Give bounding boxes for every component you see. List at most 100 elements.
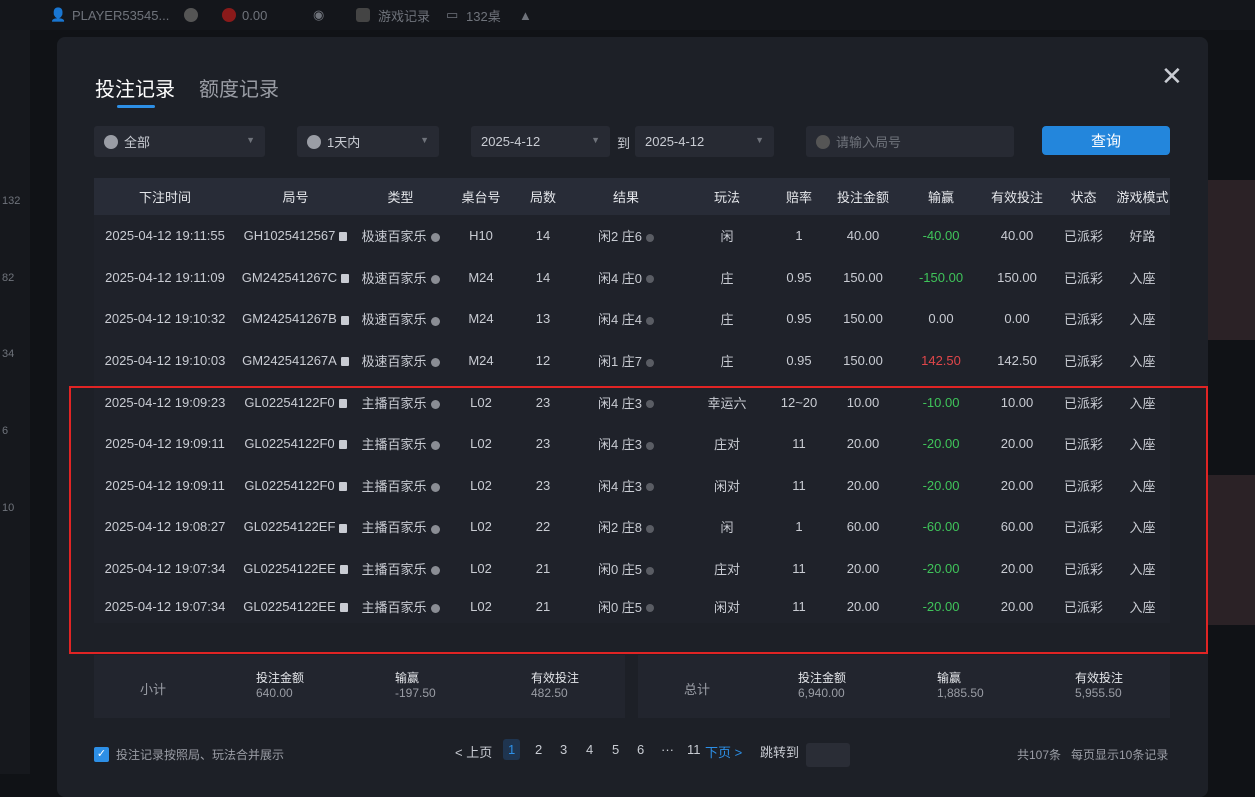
info-icon[interactable] xyxy=(430,274,440,284)
next-page-button[interactable]: 下页 > xyxy=(705,745,743,760)
cell-value: -20.00 xyxy=(922,598,960,614)
result-detail-icon[interactable] xyxy=(646,525,655,534)
table-count[interactable]: 132桌 xyxy=(466,8,501,24)
page-button[interactable]: 6 xyxy=(637,742,645,757)
cell: M24 xyxy=(446,298,516,340)
result-detail-icon[interactable] xyxy=(646,317,655,326)
cell: 闲对 xyxy=(682,589,772,624)
info-icon[interactable] xyxy=(430,316,440,326)
cell-value: 150.00 xyxy=(843,353,883,369)
cell: L02 xyxy=(446,464,516,507)
copy-icon[interactable] xyxy=(339,565,348,575)
copy-icon[interactable] xyxy=(339,602,348,612)
dealer-thumbnail xyxy=(1208,180,1255,340)
cell: 入座 xyxy=(1115,506,1170,548)
game-records-link[interactable]: 游戏记录 xyxy=(378,8,431,24)
cell-value: 入座 xyxy=(1129,562,1156,578)
result-detail-icon[interactable] xyxy=(646,483,655,492)
page-button[interactable]: 1 xyxy=(503,739,521,760)
cell-value: -10.00 xyxy=(922,394,960,410)
result-detail-icon[interactable] xyxy=(646,358,655,367)
cell-value: GL02254122EE xyxy=(243,561,336,577)
cell-value: 极速百家乐 xyxy=(361,354,427,370)
cell: 已派彩 xyxy=(1052,215,1115,257)
period-select[interactable]: 1天内 ▼ xyxy=(297,126,439,157)
page-button[interactable]: 2 xyxy=(535,742,543,757)
cell: 已派彩 xyxy=(1052,339,1115,382)
cell-value: 入座 xyxy=(1129,599,1156,615)
info-icon[interactable] xyxy=(430,603,440,613)
cell: 20.00 xyxy=(826,547,900,590)
column-header: 类型 xyxy=(355,178,446,215)
close-icon[interactable]: ✕ xyxy=(1161,61,1183,91)
cell-value: 2025-04-12 19:10:03 xyxy=(104,353,226,369)
info-icon[interactable] xyxy=(430,399,440,409)
info-icon[interactable] xyxy=(430,566,440,576)
cell: 12~20 xyxy=(772,381,826,423)
date-from-select[interactable]: 2025-4-12 ▼ xyxy=(471,126,610,157)
dealer-thumbnail xyxy=(1208,475,1255,625)
cell: 150.00 xyxy=(826,256,900,299)
cell: 入座 xyxy=(1115,298,1170,340)
cell: 闲1 庄7 xyxy=(570,339,682,382)
info-icon[interactable] xyxy=(430,441,440,451)
round-number-input[interactable]: 请输入局号 xyxy=(806,126,1014,157)
info-icon[interactable] xyxy=(430,358,440,368)
copy-icon[interactable] xyxy=(338,440,347,450)
cell: 23 xyxy=(516,464,570,507)
player-name[interactable]: PLAYER53545... xyxy=(72,7,170,23)
copy-icon[interactable] xyxy=(341,273,350,283)
column-header: 玩法 xyxy=(682,178,772,215)
cell-value: 入座 xyxy=(1129,520,1156,536)
result-detail-icon[interactable] xyxy=(646,441,655,450)
cell: 20.00 xyxy=(982,589,1052,624)
cell-value: 0.95 xyxy=(786,269,812,285)
page-button[interactable]: 4 xyxy=(586,742,594,757)
prev-page-button[interactable]: < 上页 xyxy=(455,745,493,760)
date-from-value: 2025-4-12 xyxy=(481,134,541,149)
chevron-down-icon[interactable] xyxy=(184,8,198,22)
cell-value: 闲2 庄8 xyxy=(597,520,643,536)
cell: 0.95 xyxy=(772,339,826,382)
cell: 2025-04-12 19:11:09 xyxy=(94,256,236,299)
copy-icon[interactable] xyxy=(338,398,347,408)
result-detail-icon[interactable] xyxy=(646,604,655,613)
type-select[interactable]: 全部 ▼ xyxy=(94,126,265,157)
cell: 庄对 xyxy=(682,422,772,465)
copy-icon[interactable] xyxy=(340,357,349,367)
copy-icon[interactable] xyxy=(339,523,348,533)
result-detail-icon[interactable] xyxy=(646,400,655,409)
page-button[interactable]: 5 xyxy=(612,742,620,757)
jump-page-input[interactable] xyxy=(806,743,850,767)
tab-credit-records[interactable]: 额度记录 xyxy=(199,79,279,101)
query-button[interactable]: 查询 xyxy=(1042,126,1170,155)
bell-icon[interactable]: ▲ xyxy=(519,7,532,23)
merge-checkbox[interactable]: ✓ xyxy=(94,747,109,762)
result-detail-icon[interactable] xyxy=(646,275,655,284)
cell: 21 xyxy=(516,547,570,590)
cell: -20.00 xyxy=(900,547,982,590)
date-to-select[interactable]: 2025-4-12 ▼ xyxy=(635,126,774,157)
cell: 已派彩 xyxy=(1052,547,1115,590)
tab-bet-records[interactable]: 投注记录 xyxy=(95,73,175,108)
copy-icon[interactable] xyxy=(338,481,347,491)
info-icon[interactable] xyxy=(430,524,440,534)
cell-value: GM242541267A xyxy=(242,353,337,369)
cell-value: 已派彩 xyxy=(1063,395,1103,411)
cell-value: -150.00 xyxy=(918,269,964,285)
total-win: 1,885.50 xyxy=(937,686,984,700)
copy-icon[interactable] xyxy=(340,315,349,325)
page-button[interactable]: 11 xyxy=(687,742,701,757)
cell-value: 庄 xyxy=(720,270,734,286)
info-icon[interactable] xyxy=(430,233,440,243)
table-row: 2025-04-12 19:09:23 GL02254122F0 主播百家乐 L02 2… xyxy=(94,381,1170,423)
result-detail-icon[interactable] xyxy=(646,233,655,242)
info-icon[interactable] xyxy=(430,482,440,492)
cell: 150.00 xyxy=(826,339,900,382)
cell-value: 主播百家乐 xyxy=(361,562,427,578)
page-button[interactable]: 3 xyxy=(560,742,568,757)
result-detail-icon[interactable] xyxy=(646,566,655,575)
eye-icon[interactable]: ◉ xyxy=(313,7,325,22)
merge-checkbox-label[interactable]: 投注记录按照局、玩法合并展示 xyxy=(116,748,285,762)
copy-icon[interactable] xyxy=(339,232,348,242)
